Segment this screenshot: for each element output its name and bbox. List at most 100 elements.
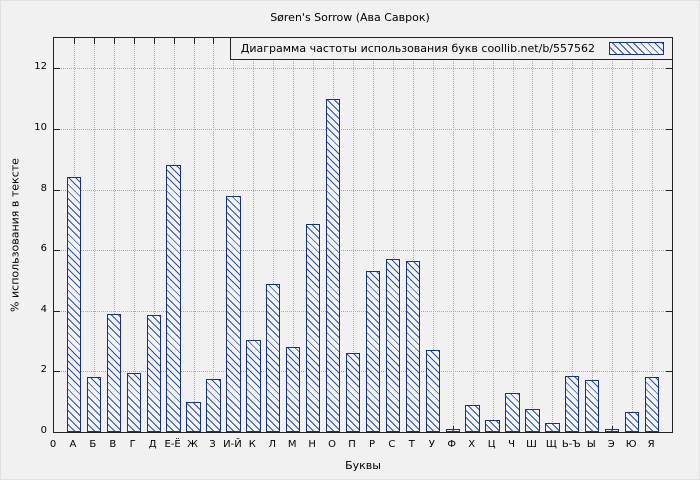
bar-В xyxy=(106,313,121,432)
x-tick-label: В xyxy=(109,439,117,450)
bar-Ц xyxy=(485,419,500,432)
x-tick-label: Н xyxy=(308,439,316,450)
legend: Диаграмма частоты использования букв coo… xyxy=(229,38,672,60)
x-tick-label: Ш xyxy=(526,439,537,450)
bar-О xyxy=(325,98,341,432)
plot-area: Диаграмма частоты использования букв coo… xyxy=(53,37,673,433)
x-tick-label: Ф xyxy=(447,439,457,450)
x-tick-label: Е-Ё xyxy=(164,439,181,450)
x-tick-label: Ь-Ъ xyxy=(561,439,581,450)
bar-Ь-Ъ xyxy=(565,375,580,432)
y-tick-label: 4 xyxy=(40,303,47,315)
grid-line-vertical xyxy=(572,38,574,432)
grid-line-horizontal xyxy=(54,68,672,70)
grid-line-horizontal xyxy=(54,250,672,252)
grid-line-vertical xyxy=(113,38,115,432)
x-tick-mark xyxy=(153,38,155,44)
grid-line-vertical xyxy=(492,38,494,432)
x-tick-label: Ю xyxy=(625,439,637,450)
y-tick-label: 12 xyxy=(34,61,47,73)
x-tick-label: П xyxy=(348,439,356,450)
y-tick-mark xyxy=(666,189,672,191)
bar-Л xyxy=(266,283,281,432)
grid-line-vertical xyxy=(392,38,394,432)
y-tick-mark xyxy=(54,128,60,130)
x-tick-label: Л xyxy=(268,439,277,450)
x-tick-mark xyxy=(213,38,215,44)
grid-line-vertical xyxy=(93,38,95,432)
bar-Ф xyxy=(445,428,460,432)
bar-Н xyxy=(305,224,321,432)
bar-Э xyxy=(605,428,620,432)
y-tick-mark xyxy=(54,250,60,252)
x-tick-label: 0 xyxy=(49,439,57,450)
bar-С xyxy=(385,259,401,432)
bar-И-Й xyxy=(226,195,241,432)
x-tick-mark xyxy=(73,38,75,44)
grid-line-vertical xyxy=(153,38,155,432)
bar-У xyxy=(425,350,440,432)
x-tick-label: Щ xyxy=(545,439,557,450)
grid-line-vertical xyxy=(532,38,534,432)
bar-Ю xyxy=(624,412,640,432)
x-tick-label: З xyxy=(209,439,216,450)
bar-Д xyxy=(146,315,161,432)
y-tick-mark xyxy=(666,371,672,373)
y-tick-mark xyxy=(666,68,672,70)
grid-line-vertical xyxy=(213,38,215,432)
x-axis-labels: 0 А Б В Г Д Е-Ё Ж З И-Й К Л М Н О П Р С Т У Ф Х Ц Ч Ш Щ Ь-Ъ Ы Э Ю Я xyxy=(49,439,673,453)
x-tick-label: Ч xyxy=(508,439,515,450)
grid-line-vertical xyxy=(193,38,195,432)
grid-line-horizontal xyxy=(54,189,672,191)
y-axis-labels: 0 2 4 6 8 10 12 xyxy=(19,37,47,436)
x-tick-label: Ж xyxy=(187,439,198,450)
y-tick-mark xyxy=(666,250,672,252)
grid-line-vertical xyxy=(452,38,454,432)
grid-line-vertical xyxy=(592,38,594,432)
x-tick-label: Т xyxy=(408,439,415,450)
x-tick-label: Х xyxy=(468,439,476,450)
bar-П xyxy=(345,353,361,432)
x-tick-label: Г xyxy=(129,439,136,450)
x-tick-label: Я xyxy=(647,439,655,450)
legend-label: Диаграмма частоты использования букв coo… xyxy=(240,42,595,55)
grid-line-vertical xyxy=(432,38,434,432)
x-tick-label: Б xyxy=(89,439,97,450)
x-tick-mark xyxy=(93,38,95,44)
bar-Щ xyxy=(545,422,560,432)
x-tick-mark xyxy=(113,38,115,44)
grid-line-vertical xyxy=(552,38,554,432)
y-tick-mark xyxy=(666,310,672,312)
y-tick-label: 0 xyxy=(40,425,47,436)
y-tick-mark xyxy=(666,128,672,130)
x-tick-label: М xyxy=(287,439,297,450)
grid-line-vertical xyxy=(273,38,275,432)
x-tick-label: И-Й xyxy=(223,439,242,450)
grid-line-vertical xyxy=(372,38,374,432)
bar-Т xyxy=(405,260,420,432)
grid-line-vertical xyxy=(293,38,295,432)
x-tick-label: Р xyxy=(368,439,375,450)
grid-line-vertical xyxy=(412,38,414,432)
grid-line-vertical xyxy=(512,38,514,432)
grid-line-horizontal xyxy=(54,128,672,130)
bar-Г xyxy=(126,372,141,432)
bar-Х xyxy=(465,404,480,432)
bar-Р xyxy=(365,271,381,432)
bar-А xyxy=(66,177,82,432)
x-tick-label: О xyxy=(328,439,337,450)
x-tick-label: Ы xyxy=(586,439,596,450)
bar-М xyxy=(286,347,301,432)
x-tick-label: Д xyxy=(148,439,157,450)
y-tick-mark xyxy=(54,310,60,312)
bar-К xyxy=(246,339,261,432)
x-tick-label: С xyxy=(388,439,396,450)
bar-Ш xyxy=(525,409,540,432)
bar-Я xyxy=(644,377,660,432)
bar-Ж xyxy=(186,401,201,432)
x-tick-label: Ц xyxy=(487,439,496,450)
y-tick-mark xyxy=(54,189,60,191)
y-tick-label: 10 xyxy=(34,121,47,133)
grid-line-vertical xyxy=(253,38,255,432)
y-tick-label: 6 xyxy=(40,243,47,255)
